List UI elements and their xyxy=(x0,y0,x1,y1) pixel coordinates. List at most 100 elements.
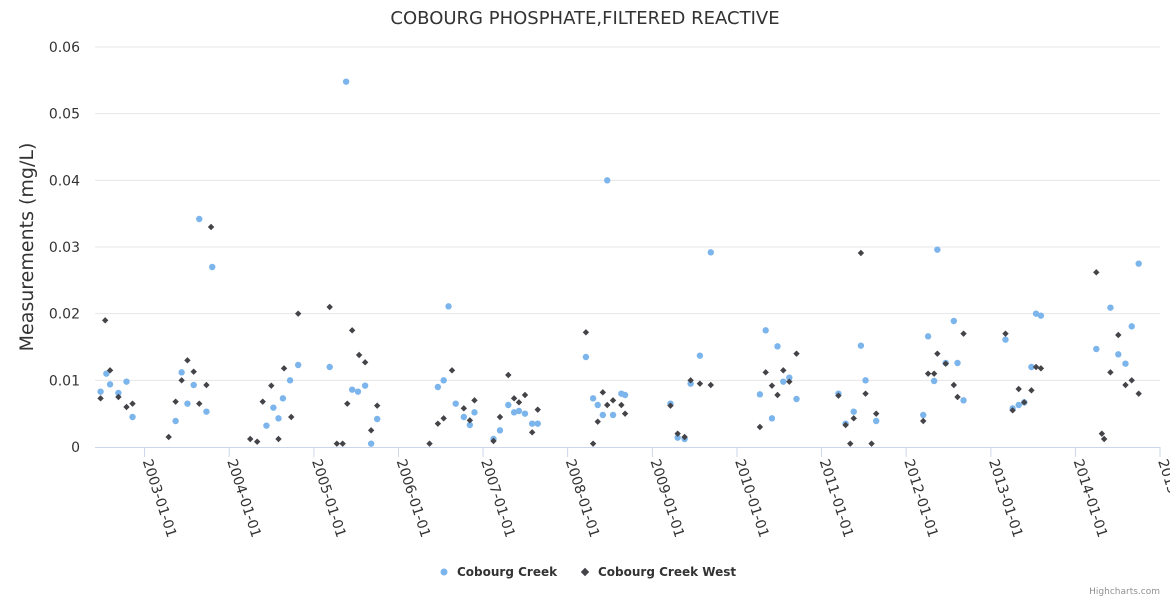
data-point-cobourg-creek[interactable] xyxy=(326,363,333,371)
data-point-cobourg-creek[interactable] xyxy=(434,383,442,391)
data-point-cobourg-creek-west[interactable] xyxy=(440,415,447,422)
data-point-cobourg-creek[interactable] xyxy=(510,409,518,416)
data-point-cobourg-creek[interactable] xyxy=(286,377,294,384)
data-point-cobourg-creek-west[interactable] xyxy=(348,327,356,334)
data-point-cobourg-creek[interactable] xyxy=(674,434,681,441)
data-point-cobourg-creek-west[interactable] xyxy=(835,392,842,399)
data-point-cobourg-creek[interactable] xyxy=(768,415,776,422)
data-point-cobourg-creek[interactable] xyxy=(1135,260,1142,267)
data-point-cobourg-creek-west[interactable] xyxy=(862,390,869,397)
data-point-cobourg-creek[interactable] xyxy=(582,353,590,361)
legend-item-cobourg-creek-west[interactable]: Cobourg Creek West xyxy=(580,565,737,579)
data-point-cobourg-creek-west[interactable] xyxy=(510,395,518,402)
data-point-cobourg-creek[interactable] xyxy=(361,382,369,389)
data-point-cobourg-creek-west[interactable] xyxy=(496,413,504,421)
data-point-cobourg-creek-west[interactable] xyxy=(1002,330,1009,337)
data-point-cobourg-creek-west[interactable] xyxy=(1100,435,1108,443)
data-point-cobourg-creek-west[interactable] xyxy=(339,440,346,447)
data-point-cobourg-creek[interactable] xyxy=(196,215,203,223)
data-point-cobourg-creek-west[interactable] xyxy=(203,381,210,389)
data-point-cobourg-creek-west[interactable] xyxy=(707,381,714,389)
data-point-cobourg-creek[interactable] xyxy=(466,421,474,429)
data-point-cobourg-creek-west[interactable] xyxy=(97,395,104,402)
data-point-cobourg-creek-west[interactable] xyxy=(1115,331,1122,339)
data-point-cobourg-creek-west[interactable] xyxy=(521,391,529,399)
data-point-cobourg-creek-west[interactable] xyxy=(466,417,474,424)
data-point-cobourg-creek-west[interactable] xyxy=(434,420,442,427)
data-point-cobourg-creek[interactable] xyxy=(687,380,694,387)
data-point-cobourg-creek-west[interactable] xyxy=(618,401,625,409)
data-point-cobourg-creek-west[interactable] xyxy=(621,410,629,417)
data-point-cobourg-creek-west[interactable] xyxy=(101,317,109,324)
data-point-cobourg-creek[interactable] xyxy=(452,400,459,407)
data-point-cobourg-creek-west[interactable] xyxy=(515,399,523,406)
data-point-cobourg-creek-west[interactable] xyxy=(793,350,800,357)
data-point-cobourg-creek-west[interactable] xyxy=(534,406,541,413)
data-point-cobourg-creek[interactable] xyxy=(934,246,941,253)
credits-link[interactable]: Highcharts.com xyxy=(1089,587,1160,597)
data-point-cobourg-creek[interactable] xyxy=(774,343,781,350)
data-point-cobourg-creek[interactable] xyxy=(1028,363,1035,371)
data-point-cobourg-creek-west[interactable] xyxy=(1037,365,1045,372)
data-point-cobourg-creek[interactable] xyxy=(873,417,880,425)
data-point-cobourg-creek-west[interactable] xyxy=(960,330,967,337)
data-point-cobourg-creek[interactable] xyxy=(115,389,122,397)
data-point-cobourg-creek-west[interactable] xyxy=(756,423,764,431)
data-point-cobourg-creek[interactable] xyxy=(930,377,938,385)
data-point-cobourg-creek-west[interactable] xyxy=(857,249,865,257)
data-point-cobourg-creek[interactable] xyxy=(1037,312,1045,319)
data-point-cobourg-creek-west[interactable] xyxy=(1107,369,1114,376)
data-point-cobourg-creek-west[interactable] xyxy=(1015,385,1022,393)
data-point-cobourg-creek-west[interactable] xyxy=(604,401,611,409)
data-point-cobourg-creek[interactable] xyxy=(1002,336,1009,343)
data-point-cobourg-creek[interactable] xyxy=(445,303,452,310)
data-point-cobourg-creek-west[interactable] xyxy=(253,438,261,445)
data-point-cobourg-creek-west[interactable] xyxy=(696,380,704,387)
data-point-cobourg-creek-west[interactable] xyxy=(1098,430,1106,437)
data-point-cobourg-creek-west[interactable] xyxy=(847,440,854,447)
data-point-cobourg-creek[interactable] xyxy=(920,411,927,419)
data-point-cobourg-creek[interactable] xyxy=(515,407,523,415)
data-point-cobourg-creek[interactable] xyxy=(857,342,865,349)
data-point-cobourg-creek[interactable] xyxy=(621,391,629,399)
data-point-cobourg-creek[interactable] xyxy=(184,400,191,407)
data-point-cobourg-creek-west[interactable] xyxy=(280,365,288,372)
data-point-cobourg-creek[interactable] xyxy=(275,415,282,422)
data-point-cobourg-creek[interactable] xyxy=(294,361,302,369)
data-point-cobourg-creek[interactable] xyxy=(1032,310,1040,317)
data-point-cobourg-creek[interactable] xyxy=(1128,323,1135,330)
data-point-cobourg-creek-west[interactable] xyxy=(448,367,456,374)
data-point-cobourg-creek-west[interactable] xyxy=(333,440,341,447)
data-point-cobourg-creek-west[interactable] xyxy=(1122,381,1129,389)
data-point-cobourg-creek-west[interactable] xyxy=(942,360,949,367)
data-point-cobourg-creek-west[interactable] xyxy=(920,417,927,425)
data-point-cobourg-creek[interactable] xyxy=(103,370,110,377)
data-point-cobourg-creek-west[interactable] xyxy=(326,303,333,311)
data-point-cobourg-creek-west[interactable] xyxy=(172,398,179,405)
data-point-cobourg-creek-west[interactable] xyxy=(344,400,351,407)
data-point-cobourg-creek-west[interactable] xyxy=(930,370,938,377)
data-point-cobourg-creek-west[interactable] xyxy=(165,433,172,441)
data-point-cobourg-creek[interactable] xyxy=(373,415,381,423)
data-point-cobourg-creek-west[interactable] xyxy=(275,435,282,443)
data-point-cobourg-creek[interactable] xyxy=(270,404,277,411)
data-point-cobourg-creek[interactable] xyxy=(604,177,611,184)
data-point-cobourg-creek-west[interactable] xyxy=(288,413,295,421)
data-point-cobourg-creek-west[interactable] xyxy=(850,415,857,422)
data-point-cobourg-creek[interactable] xyxy=(209,263,216,271)
data-point-cobourg-creek-west[interactable] xyxy=(786,378,793,385)
data-point-cobourg-creek-west[interactable] xyxy=(505,371,512,379)
data-point-cobourg-creek-west[interactable] xyxy=(954,393,961,401)
data-point-cobourg-creek-west[interactable] xyxy=(247,435,254,443)
data-point-cobourg-creek-west[interactable] xyxy=(594,418,601,425)
data-point-cobourg-creek[interactable] xyxy=(1122,360,1129,367)
data-point-cobourg-creek-west[interactable] xyxy=(1032,363,1040,371)
data-point-cobourg-creek[interactable] xyxy=(762,327,769,334)
data-point-cobourg-creek[interactable] xyxy=(950,317,958,325)
data-point-cobourg-creek-west[interactable] xyxy=(1128,377,1135,384)
data-point-cobourg-creek-west[interactable] xyxy=(294,310,302,317)
data-point-cobourg-creek[interactable] xyxy=(279,395,287,402)
data-point-cobourg-creek-west[interactable] xyxy=(589,440,597,447)
data-point-cobourg-creek-west[interactable] xyxy=(674,430,681,437)
data-point-cobourg-creek-west[interactable] xyxy=(367,427,375,434)
